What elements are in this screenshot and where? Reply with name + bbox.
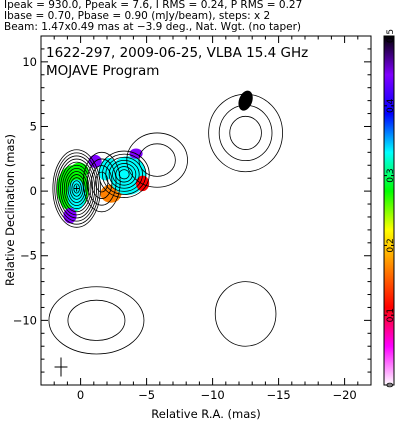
contour-core xyxy=(61,164,92,213)
contour-inner-jet xyxy=(95,171,109,193)
contour-jet-knot xyxy=(118,169,130,180)
colorbar-tick-label: 0 xyxy=(386,382,396,388)
contour-jet-knot xyxy=(112,163,137,186)
y-tick-label: 0 xyxy=(30,184,37,198)
x-tick-label: −15 xyxy=(266,388,290,402)
contour-southern-lobe xyxy=(48,286,145,355)
core-marker xyxy=(73,185,80,192)
contour-core xyxy=(54,152,99,225)
contour-northeast-lobe xyxy=(229,115,262,150)
contour-northeast-lobe xyxy=(208,93,283,173)
x-axis-label: Relative R.A. (mas) xyxy=(151,407,260,421)
y-tick-label: −5 xyxy=(20,249,37,263)
x-tick-label: −10 xyxy=(200,388,224,402)
contour-core xyxy=(63,167,90,210)
colorbar-ticks: 0 0.1 0.2 0.3 0.4 0.5 xyxy=(384,29,396,388)
y-axis-label: Relative Declination (mas) xyxy=(3,134,17,286)
contour-jet-knot xyxy=(98,150,150,198)
polarization-blob xyxy=(136,175,150,192)
contour-northeast-lobe xyxy=(218,104,273,162)
colorbar-tick-label: 0.5 xyxy=(386,29,396,43)
colorbar-tick-label: 0.4 xyxy=(386,98,396,113)
contour-inner-jet xyxy=(82,151,121,213)
contour-core xyxy=(58,158,96,219)
contour-core xyxy=(71,180,82,197)
y-tick-label: 5 xyxy=(30,119,37,133)
polarization-layer xyxy=(56,90,253,224)
contour-outer-jet xyxy=(138,143,176,177)
annotation-layer xyxy=(54,185,80,377)
contour-southwest-lobe xyxy=(214,281,277,347)
contour-inner-jet xyxy=(86,158,117,206)
contour-core xyxy=(65,171,88,206)
contour-core xyxy=(52,149,101,228)
header-line-3: Beam: 1.47x0.49 mas at −3.9 deg., Nat. W… xyxy=(4,21,302,33)
contour-outer-jet xyxy=(126,132,188,188)
colorbar-tick-label: 0.3 xyxy=(386,168,396,182)
x-tick-label: 0 xyxy=(77,388,84,402)
y-tick-label: −10 xyxy=(13,313,37,327)
contour-layer xyxy=(48,93,283,355)
x-tick-label: −20 xyxy=(332,388,356,402)
y-tick-label: 10 xyxy=(22,55,37,69)
contour-core xyxy=(67,174,86,203)
contour-jet-knot xyxy=(108,159,140,189)
colorbar xyxy=(383,35,395,386)
contour-core xyxy=(60,161,94,216)
plot-frame xyxy=(40,35,372,386)
header-line-2: Ibase = 0.70, Pbase = 0.90 (mJy/beam), s… xyxy=(4,10,271,22)
contour-southern-lobe xyxy=(67,299,126,341)
chart-subtitle: MOJAVE Program xyxy=(46,63,159,79)
contour-jet-knot xyxy=(102,153,147,195)
polarization-blob xyxy=(238,90,253,111)
chart-title: 1622-297, 2009-06-25, VLBA 15.4 GHz xyxy=(46,45,308,61)
axes-layer: 0 −5 −10 −15 −20 10 5 0 −5 −10 xyxy=(13,35,372,402)
header-line-1: Ipeak = 930.0, Ppeak = 7.6, I RMS = 0.24… xyxy=(4,0,303,11)
contour-inner-jet xyxy=(91,165,113,199)
colorbar-tick-label: 0.2 xyxy=(386,238,396,252)
contour-jet-knot xyxy=(115,166,133,183)
x-tick-label: −5 xyxy=(138,388,155,402)
colorbar-tick-label: 0.1 xyxy=(386,308,396,322)
